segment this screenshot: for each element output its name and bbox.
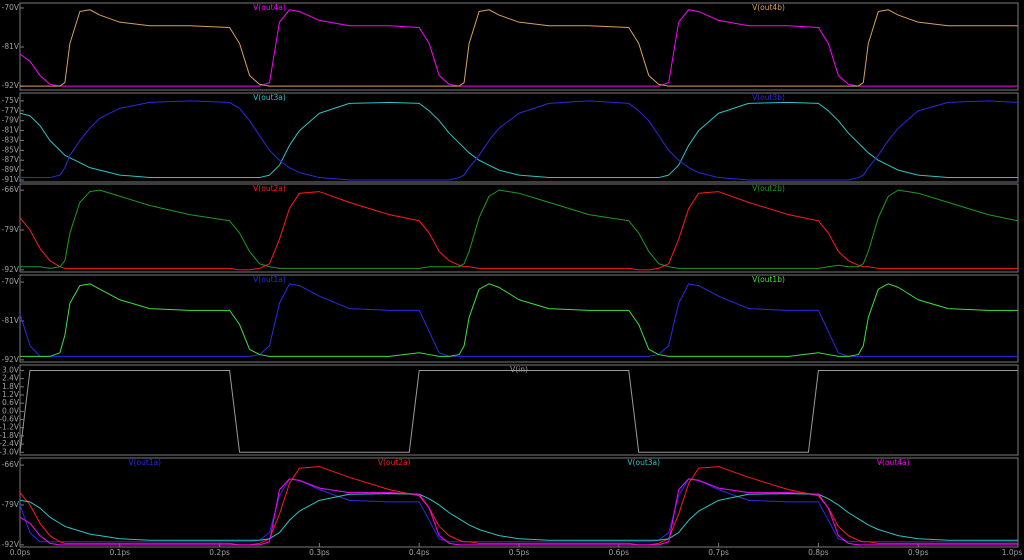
legend-label: V(out4a)	[877, 458, 910, 467]
y-tick-label: -66V	[2, 185, 20, 194]
legend-label: V(out4b)	[752, 3, 785, 12]
waveform	[20, 9, 1018, 87]
y-tick-label: -92V	[2, 355, 20, 364]
legend-label: V(out2a)	[378, 458, 411, 467]
x-tick-label: 0.6ps	[608, 548, 629, 557]
y-tick-label: 2.4V	[2, 374, 20, 383]
y-tick-label: -70V	[2, 277, 20, 286]
x-tick-label: 0.3ps	[309, 548, 330, 557]
y-tick-label: -3.0V	[0, 447, 20, 456]
waveform	[19, 478, 1018, 546]
y-tick-label: -81V	[2, 316, 20, 325]
legend-label: V(out3a)	[627, 458, 660, 467]
y-tick-label: -0.6V	[0, 415, 20, 424]
waveform	[19, 369, 1018, 453]
y-tick-label: -1.2V	[0, 423, 20, 432]
waveform	[19, 493, 1018, 541]
waveform	[19, 101, 1018, 179]
y-tick-label: -89V	[2, 165, 20, 174]
legend-label: V(out3b)	[752, 93, 785, 102]
y-tick-label: 1.8V	[2, 382, 20, 391]
y-tick-label: 3.0V	[2, 365, 20, 374]
x-tick-label: 0.8ps	[808, 548, 829, 557]
legend-label: V(out2a)	[253, 184, 286, 193]
y-tick-label: -1.8V	[0, 431, 20, 440]
waveform	[20, 283, 1018, 357]
x-tick-label: 0.5ps	[509, 548, 530, 557]
y-tick-label: 0.0V	[2, 406, 20, 415]
legend-label: V(in)	[510, 365, 528, 374]
waveform	[19, 466, 1018, 546]
y-tick-label: -81V	[2, 42, 20, 51]
y-tick-label: -92V	[2, 265, 20, 274]
y-tick-label: -87V	[2, 155, 20, 164]
y-tick-label: -85V	[2, 145, 20, 154]
y-tick-label: -81V	[2, 126, 20, 135]
pane-frame	[19, 364, 1019, 456]
waveform	[19, 283, 1018, 357]
y-tick-label: -79V	[2, 500, 20, 509]
y-tick-label: 0.6V	[2, 398, 20, 407]
pane-frame	[19, 457, 1019, 548]
y-tick-label: -75V	[2, 96, 20, 105]
x-tick-label: 0.2ps	[209, 548, 230, 557]
y-tick-label: -79V	[2, 116, 20, 125]
legend-label: V(out2b)	[752, 184, 785, 193]
pane-frame	[19, 92, 1019, 183]
y-tick-label: -79V	[2, 225, 20, 234]
x-tick-label: 0.4ps	[409, 548, 430, 557]
x-tick-label: 0.0ps	[10, 548, 31, 557]
y-tick-label: -66V	[2, 460, 20, 469]
waveform	[19, 9, 1018, 87]
y-tick-label: 1.2V	[2, 390, 20, 399]
legend-label: V(out1a)	[128, 458, 161, 467]
x-tick-label: 0.7ps	[708, 548, 729, 557]
x-tick-label: 0.1ps	[109, 548, 130, 557]
legend-label: V(out1a)	[253, 275, 286, 284]
waveform	[19, 478, 1018, 543]
y-tick-label: -83V	[2, 135, 20, 144]
y-tick-label: -2.4V	[0, 439, 20, 448]
y-tick-label: -92V	[2, 81, 20, 90]
legend-label: V(out1b)	[752, 275, 785, 284]
y-tick-label: -70V	[2, 3, 20, 12]
waveform	[20, 100, 1019, 181]
pane-frame	[19, 2, 1019, 91]
pane-frame	[19, 274, 1019, 363]
y-tick-label: -91V	[2, 175, 20, 184]
waveform	[20, 189, 1019, 269]
legend-label: V(out3a)	[253, 93, 286, 102]
pane-frame	[19, 183, 1019, 273]
y-tick-label: -92V	[2, 540, 20, 549]
x-tick-label: 0.9ps	[908, 548, 929, 557]
x-tick-label: 1.0ps	[1002, 548, 1023, 557]
legend-label: V(out4a)	[253, 3, 286, 12]
y-tick-label: -77V	[2, 106, 20, 115]
waveform	[19, 191, 1018, 271]
